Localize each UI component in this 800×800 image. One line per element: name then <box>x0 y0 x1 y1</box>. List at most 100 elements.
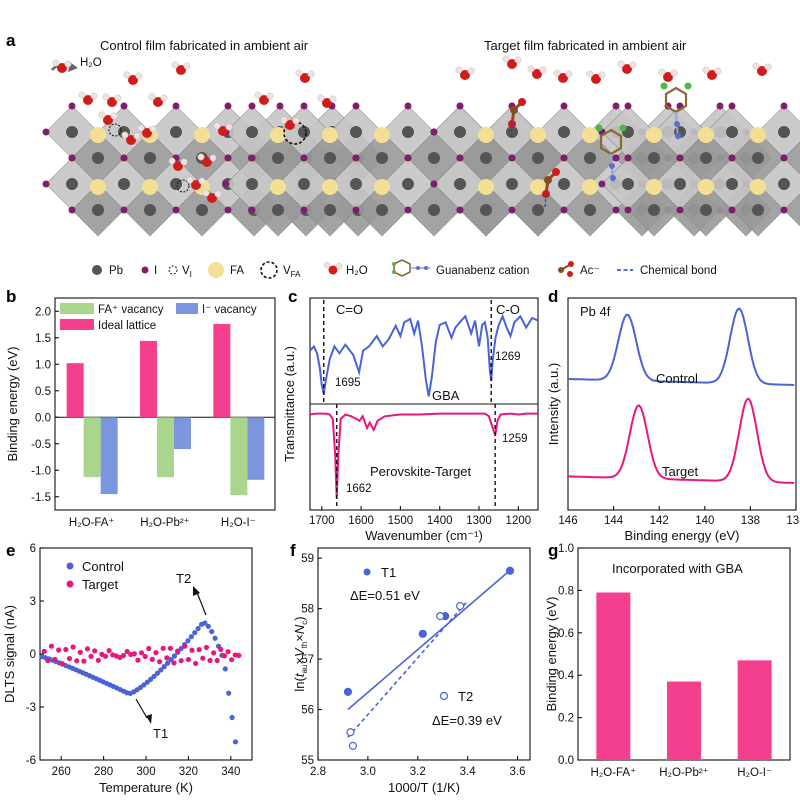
water-oxygen <box>259 95 269 105</box>
pb-atom <box>196 204 208 216</box>
legend-marker-t2 <box>439 691 449 701</box>
pb-atom <box>324 204 336 216</box>
iodide-atom <box>430 128 438 136</box>
target-point <box>146 645 152 652</box>
control-point <box>151 673 157 679</box>
iodide-atom <box>404 102 412 110</box>
iodide-atom <box>404 154 412 162</box>
y-tick-label: 1.0 <box>558 543 574 555</box>
pb-atom <box>428 152 440 164</box>
target-point <box>185 656 191 663</box>
iodide-atom <box>300 102 308 110</box>
water-hydrogen <box>225 123 233 131</box>
panel-d-xticks: 146 144 142 140 138 136 <box>558 506 800 527</box>
acetate-oxygen <box>508 120 516 128</box>
y-tick-label: 0.2 <box>558 713 574 725</box>
x-tick-label: 1700 <box>309 515 335 527</box>
control-point <box>154 670 161 676</box>
water-hydrogen <box>553 69 561 77</box>
panel-a-legend: Pb I VI FA VFA H₂O Guanabenz cation <box>92 259 717 279</box>
water-hydrogen <box>752 62 760 70</box>
water-hydrogen <box>658 68 666 76</box>
iodide-atom <box>612 102 620 110</box>
iodide-atom <box>224 206 232 214</box>
pb-atom <box>480 204 492 216</box>
fa-cation <box>90 127 106 143</box>
water-hydrogen <box>764 63 772 71</box>
fa-cation <box>322 179 338 195</box>
vi-legend-label: VI <box>182 265 192 279</box>
y-tick-label: 1.0 <box>35 359 51 371</box>
x-tick-label: 3.6 <box>510 766 526 778</box>
bond-legend-label: Chemical bond <box>640 265 717 277</box>
category-label-2: H₂O-I⁻ <box>221 517 256 529</box>
y-tick-label: -6 <box>26 755 36 767</box>
water-oxygen <box>176 65 186 75</box>
category-label-0: H₂O-FA⁺ <box>590 767 636 779</box>
target-point <box>95 657 101 663</box>
control-point <box>226 690 232 696</box>
category-label-2: H₂O-I⁻ <box>737 767 772 779</box>
water-oxygen <box>591 74 601 84</box>
panel-letter-g: g <box>548 541 558 560</box>
fa-cation <box>530 179 546 195</box>
legend-label-i-vacancy: I⁻ vacancy <box>202 304 257 316</box>
panel-d-ylabel: Intensity (a.u.) <box>546 363 561 445</box>
legend-label-fa-vacancy: FA⁺ vacancy <box>98 304 164 316</box>
pb-atom <box>144 204 156 216</box>
panel-b-categories: H₂O-FA⁺ H₂O-Pb²⁺ H₂O-I⁻ <box>69 517 256 529</box>
y-tick-label: 0.4 <box>558 670 575 682</box>
panel-e-ticks: 260 280 300 320 340 6 3 0 -3 -6 <box>26 543 241 778</box>
iodide-atom <box>560 206 568 214</box>
x-tick-label: 280 <box>94 766 113 778</box>
iodide-atom <box>612 154 620 162</box>
fa-cation <box>750 127 766 143</box>
panel-g-ylabel: Binding energy (eV) <box>544 597 559 712</box>
water-hydrogen <box>455 66 463 74</box>
water-hydrogen <box>171 61 179 69</box>
iodide-atom <box>624 102 632 110</box>
pb-atom <box>532 204 544 216</box>
i-legend-label: I <box>154 265 157 277</box>
bar-i-vacancy-1 <box>174 417 191 450</box>
water-hydrogen <box>502 55 510 63</box>
control-point <box>195 625 201 632</box>
water-hydrogen <box>514 56 522 64</box>
y-tick-label: 0.5 <box>35 386 51 398</box>
bar-ideal-lattice-1 <box>140 340 157 418</box>
water-hydrogen <box>148 93 156 101</box>
panel-a: a Control film fabricated in ambient air… <box>6 31 800 279</box>
legend-label-target: Target <box>82 577 119 592</box>
iodide-atom <box>352 206 360 214</box>
fit-line-t2 <box>347 600 469 738</box>
water-oxygen <box>207 193 217 203</box>
y-tick-label: -1.5 <box>31 492 51 504</box>
water-hydrogen <box>467 67 475 75</box>
target-point <box>92 648 98 654</box>
water-oxygen <box>532 69 542 79</box>
iodide-atom <box>172 206 180 214</box>
control-point <box>165 660 171 666</box>
target-point <box>167 645 173 651</box>
x-tick-label: 3.2 <box>410 766 426 778</box>
water-hydrogen <box>586 70 594 78</box>
water-hydrogen <box>702 66 710 74</box>
xps-target <box>568 397 795 484</box>
legend-swatch-ideal <box>60 319 94 330</box>
iodide-atom <box>42 180 50 188</box>
y-tick-label: 0.0 <box>35 412 51 424</box>
fa-cation <box>698 179 714 195</box>
pb-atom <box>376 204 388 216</box>
iodide-atom <box>224 102 232 110</box>
peak-1695-label: 1695 <box>335 377 361 389</box>
iodide-atom <box>430 180 438 188</box>
target-point <box>74 658 80 664</box>
panel-g: g Binding energy (eV) Incorporated with … <box>544 541 791 779</box>
fa-cation <box>750 179 766 195</box>
pb-atom <box>350 178 362 190</box>
target-point <box>196 647 202 653</box>
water-hydrogen <box>121 131 129 139</box>
pb-atom <box>700 152 712 164</box>
peak-1259-label: 1259 <box>502 433 528 445</box>
